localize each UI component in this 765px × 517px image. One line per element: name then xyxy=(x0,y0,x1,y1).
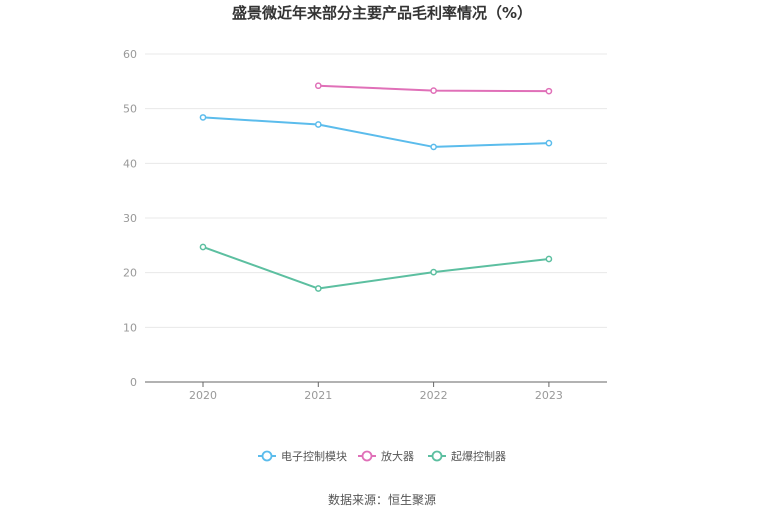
y-tick-label: 50 xyxy=(123,103,137,116)
data-point xyxy=(199,114,207,121)
x-axis-ticks: 2020 2021 2022 2023 xyxy=(189,382,563,402)
data-source: 数据来源：恒生聚源 xyxy=(328,492,436,507)
series-line-2 xyxy=(202,246,550,290)
series-lines xyxy=(202,84,550,290)
legend-label: 放大器 xyxy=(381,449,414,463)
y-tick-label: 10 xyxy=(123,321,137,334)
data-point xyxy=(199,243,207,251)
legend-marker xyxy=(261,450,273,462)
data-point xyxy=(430,268,437,276)
data-point xyxy=(314,121,322,128)
data-point xyxy=(545,87,553,95)
legend-item-1[interactable]: 放大器 xyxy=(358,449,414,463)
y-tick-label: 60 xyxy=(123,48,137,61)
data-point xyxy=(314,285,322,292)
data-point xyxy=(314,82,322,90)
y-tick-label: 40 xyxy=(123,157,137,170)
legend-marker xyxy=(361,450,373,462)
x-tick-label: 2020 xyxy=(189,389,217,402)
y-tick-label: 20 xyxy=(123,267,137,280)
data-point xyxy=(545,255,553,263)
y-axis-ticks: 0 10 20 30 40 50 60 xyxy=(123,48,137,389)
x-tick-label: 2021 xyxy=(304,389,332,402)
legend-label: 电子控制模块 xyxy=(281,449,347,463)
x-tick-label: 2022 xyxy=(420,389,448,402)
legend-label: 起爆控制器 xyxy=(451,449,506,463)
legend-marker xyxy=(431,450,443,462)
y-tick-label: 30 xyxy=(123,212,137,225)
data-point xyxy=(430,87,437,94)
series-points xyxy=(199,82,553,292)
legend-item-2[interactable]: 起爆控制器 xyxy=(428,449,506,463)
x-tick-label: 2023 xyxy=(535,389,563,402)
legend[interactable]: 电子控制模块 放大器 起爆控制器 xyxy=(258,449,506,463)
data-point xyxy=(430,143,437,151)
grid-lines xyxy=(145,53,607,328)
series-line-0 xyxy=(202,116,549,148)
data-point xyxy=(545,139,553,147)
legend-item-0[interactable]: 电子控制模块 xyxy=(258,449,347,463)
y-tick-label: 0 xyxy=(130,376,137,389)
chart-title: 盛景微近年来部分主要产品毛利率情况（%） xyxy=(232,4,532,22)
